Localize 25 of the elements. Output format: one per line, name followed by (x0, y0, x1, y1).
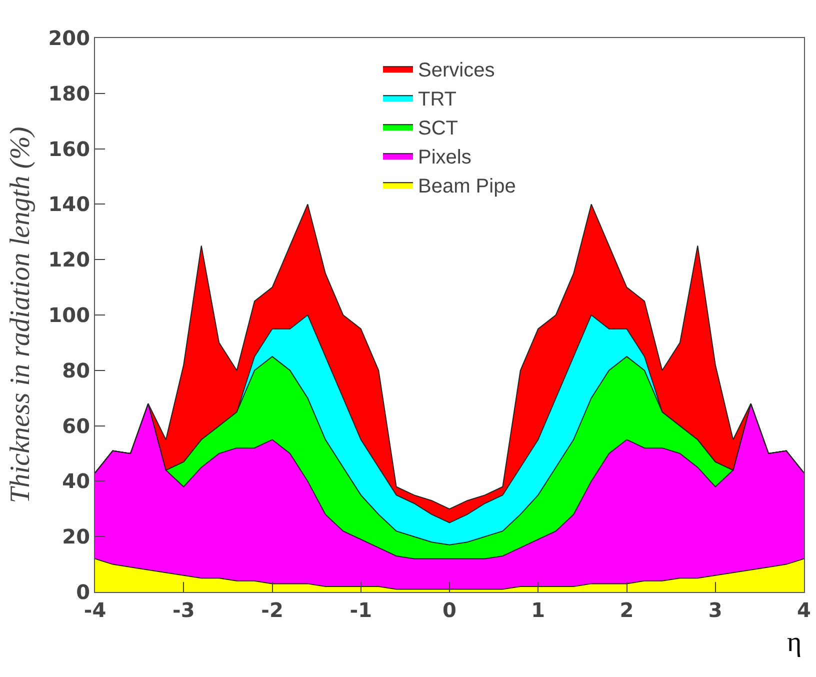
legend-label: Pixels (418, 146, 472, 168)
y-tick-label: 120 (48, 248, 90, 272)
y-axis-title: Thickness in radiation length (%) (5, 126, 36, 504)
y-tick-label: 140 (48, 192, 90, 216)
x-tick-label: 2 (620, 598, 634, 622)
x-tick-label: -3 (172, 598, 195, 622)
legend-label: Beam Pipe (418, 175, 516, 198)
legend-label: TRT (418, 88, 457, 110)
x-axis-title: η (787, 627, 802, 658)
y-tick-label: 100 (48, 303, 90, 327)
y-tick-label: 200 (48, 26, 90, 50)
x-tick-label: 0 (442, 598, 456, 622)
y-tick-label: 40 (62, 469, 90, 494)
y-tick-label: 160 (48, 136, 90, 161)
legend-label: SCT (418, 117, 458, 140)
legend-label: Services (418, 59, 495, 82)
x-tick-label: -1 (350, 598, 372, 622)
y-tick-label: 180 (48, 81, 90, 106)
x-tick-label: 3 (708, 598, 722, 622)
x-tick-label: 4 (797, 598, 811, 622)
x-tick-label: 1 (531, 598, 546, 622)
y-tick-label: 80 (62, 358, 90, 382)
x-tick-label: -2 (261, 598, 284, 622)
y-tick-label: 60 (62, 414, 90, 438)
y-tick-label: 20 (62, 524, 90, 549)
